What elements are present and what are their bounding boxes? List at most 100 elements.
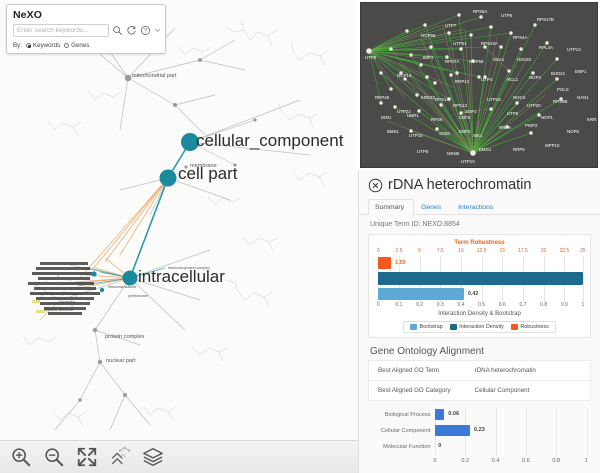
radio-keywords[interactable]: Keywords [25, 42, 60, 49]
table-row: Best Aligned GO Category Cellular Compon… [369, 381, 590, 400]
go-value-molecular-function: 0 [438, 443, 442, 449]
panel-tabs: Summary Genes Interactions [359, 198, 600, 215]
radio-genes[interactable]: Genes [64, 42, 89, 49]
tree-node-label-membrane[interactable]: membrane [190, 163, 217, 169]
go-alignment-table: Best Aligned GO Term rDNA heterochromati… [368, 360, 591, 401]
network-graph[interactable]: UTP9 UTP10 UTP7 RPS8A UTP6 NOP56 UTP21 RPS22… [361, 3, 598, 168]
bar-interaction-density [378, 272, 583, 285]
ontology-tree-graph[interactable] [0, 0, 358, 473]
svg-text:MSN5: MSN5 [447, 151, 460, 156]
tree-node-label-mitochondrial-part[interactable]: mitochondrial part [132, 73, 177, 79]
tick: 0 [376, 248, 380, 254]
search-icon[interactable] [112, 25, 123, 36]
svg-text:UTP20: UTP20 [527, 103, 541, 108]
zoom-in-icon[interactable] [10, 446, 32, 468]
go-category-label: Biological Process [384, 412, 431, 418]
svg-text:SSA1: SSA1 [493, 57, 505, 62]
svg-text:RPS8A: RPS8A [473, 9, 487, 14]
table-row: Best Aligned GO Term rDNA heterochromati… [369, 361, 590, 381]
tick: 12.5 [476, 248, 487, 254]
tab-interactions[interactable]: Interactions [458, 204, 494, 211]
search-panel[interactable]: NeXO ? By: Keywords [6, 4, 166, 54]
term-info-panel: rDNA heterochromatin Summary Genes Inter… [358, 170, 600, 473]
tree-cluster-label[interactable]: ribonucleoprotein complex [168, 266, 210, 270]
tick: 17.5 [518, 248, 528, 254]
tick: 0.1 [395, 302, 403, 308]
svg-text:NOC4: NOC4 [513, 95, 526, 100]
tree-node-label-nuclear-part[interactable]: nuclear part [106, 358, 136, 364]
svg-text:NOP56: NOP56 [421, 33, 436, 38]
svg-text:UBR1: UBR1 [407, 113, 419, 118]
tick: 0.8 [552, 458, 561, 464]
svg-text:RPS6: RPS6 [431, 117, 443, 122]
tick: 0.6 [521, 458, 530, 464]
tick: 0.7 [519, 302, 527, 308]
svg-text:PWP2: PWP2 [525, 123, 538, 128]
bottom-axis-ticks: 0 0.1 0.2 0.3 0.4 0.5 0.6 0.7 0.8 0.9 1 [374, 302, 585, 310]
panel-title: rDNA heterochromatin [388, 177, 532, 193]
svg-text:MPP10: MPP10 [545, 143, 560, 148]
refresh-icon[interactable] [126, 25, 137, 36]
view-toolbar [0, 440, 358, 473]
svg-text:SIK1: SIK1 [473, 133, 483, 138]
svg-text:UTP21: UTP21 [453, 41, 467, 46]
filter-by-label: By: [13, 42, 22, 49]
tick: 0.3 [436, 302, 444, 308]
svg-text:RPS13: RPS13 [453, 103, 467, 108]
radio-keywords-dot [25, 43, 31, 48]
tree-cluster-label[interactable]: preribosome [128, 294, 148, 298]
chevron-down-icon[interactable] [154, 25, 161, 36]
svg-text:HSC82: HSC82 [517, 57, 532, 62]
ontology-tree-view[interactable]: cellular_component cell part intracellul… [0, 0, 358, 473]
tick: 0.2 [416, 302, 424, 308]
row-key: Best Aligned GO Term [378, 367, 440, 374]
zoom-out-icon[interactable] [43, 446, 65, 468]
svg-text:UTP6: UTP6 [501, 13, 513, 18]
legend-item-bootstrap[interactable]: Bootstrap [410, 324, 443, 330]
row-key: Best Aligned GO Category [378, 387, 451, 394]
fit-screen-icon[interactable] [76, 446, 98, 468]
tab-summary[interactable]: Summary [368, 199, 415, 215]
go-alignment-chart: Biological Process 0.06 Cellular Compone… [368, 408, 591, 470]
tick: 0 [433, 458, 437, 464]
tree-node-label-protein-complex[interactable]: protein complex [105, 334, 145, 340]
collapse-icon[interactable] [109, 446, 131, 468]
axis-caption-density-bootstrap: Interaction Density & Bootstrap [438, 311, 521, 317]
tick: 0.6 [498, 302, 506, 308]
go-category-label: Molecular Function [383, 444, 431, 450]
go-bar-cellular-component [434, 425, 470, 436]
svg-text:NOP6: NOP6 [567, 129, 580, 134]
tab-genes[interactable]: Genes [421, 204, 442, 211]
svg-text:RPS4A: RPS4A [513, 35, 527, 40]
svg-text:UTP10: UTP10 [461, 159, 475, 164]
svg-text:UTP4: UTP4 [481, 77, 493, 82]
legend-item-interaction-density[interactable]: Interaction Density [449, 324, 504, 330]
help-icon[interactable]: ? [140, 25, 151, 36]
svg-text:SOF1: SOF1 [465, 109, 477, 114]
term-robustness-chart: Term Robustness 0 2.5 5 7.5 10 12.5 15 1… [368, 234, 591, 338]
svg-text:KRE33: KRE33 [421, 95, 435, 100]
tick: 22.5 [559, 248, 570, 254]
tree-cluster-label[interactable]: ribosomal subunit [108, 285, 137, 289]
tick: 0.2 [461, 458, 470, 464]
search-input[interactable] [13, 24, 109, 37]
layers-icon[interactable] [142, 446, 164, 468]
robustness-plot-area: 1.59 0.42 [374, 256, 585, 302]
svg-text:UTP15: UTP15 [409, 133, 423, 138]
dense-term-cluster[interactable] [18, 252, 138, 332]
svg-text:BMS1: BMS1 [387, 129, 400, 134]
gene-interaction-network[interactable]: UTP9 UTP10 UTP7 RPS8A UTP6 NOP56 UTP21 RPS22… [360, 2, 598, 168]
svg-text:KRR1: KRR1 [587, 117, 598, 122]
bar-value-bootstrap: 0.42 [467, 290, 479, 297]
tick: 1 [584, 458, 589, 464]
svg-text:NOP14: NOP14 [397, 73, 412, 78]
svg-text:UTP5: UTP5 [507, 111, 519, 116]
legend-item-robustness[interactable]: Robustness [510, 324, 549, 330]
tick: 0.4 [457, 302, 465, 308]
close-circle-icon[interactable] [368, 178, 383, 193]
bar-value-robustness: 1.59 [395, 259, 406, 266]
tick: 0.9 [560, 302, 568, 308]
svg-text:NOP1: NOP1 [541, 115, 554, 120]
svg-text:RPS17B: RPS17B [537, 17, 554, 22]
svg-text:RPL4A: RPL4A [539, 45, 553, 50]
